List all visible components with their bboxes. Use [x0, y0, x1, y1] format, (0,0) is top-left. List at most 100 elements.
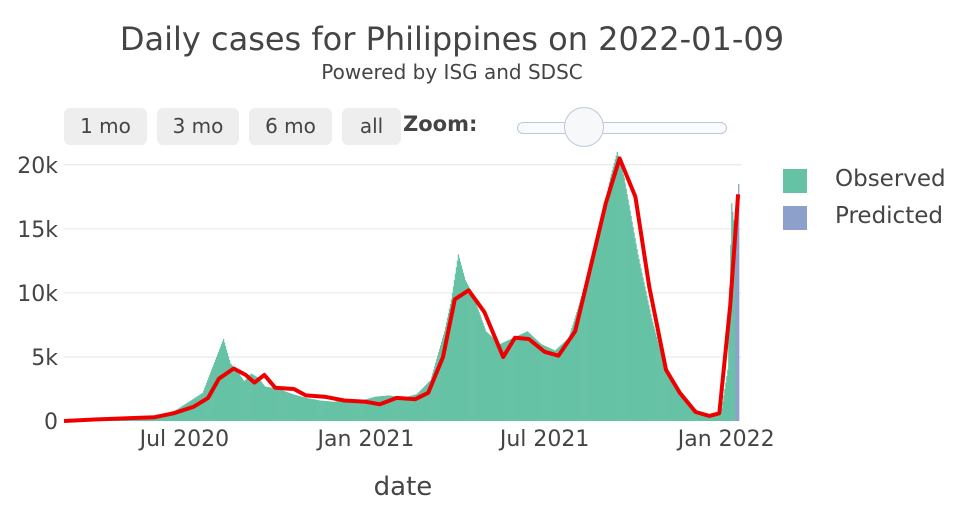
range-button-1mo[interactable]: 1 mo: [64, 108, 147, 145]
observed-bar: [344, 399, 346, 421]
observed-bar: [566, 339, 568, 421]
observed-bar: [228, 359, 231, 421]
observed-bar: [349, 399, 351, 421]
observed-bar: [257, 377, 259, 421]
observed-bar: [293, 394, 296, 421]
observed-bar: [352, 399, 354, 421]
observed-bar: [478, 312, 480, 421]
observed-bar: [399, 397, 401, 421]
observed-bar: [412, 395, 414, 421]
observed-bar: [547, 347, 549, 421]
observed-bar: [706, 415, 708, 421]
observed-bar: [214, 362, 216, 421]
observed-bar: [308, 398, 311, 421]
observed-bar: [442, 334, 445, 421]
observed-bar: [207, 380, 209, 421]
observed-bar: [515, 336, 517, 421]
observed-bar: [617, 155, 619, 422]
x-tick-label: Jan 2021: [316, 427, 415, 452]
observed-bar: [184, 404, 186, 421]
observed-bar: [451, 292, 454, 421]
observed-bar: [238, 373, 240, 421]
observed-bar: [474, 301, 476, 421]
observed-bar: [726, 376, 728, 421]
range-button-all[interactable]: all: [342, 108, 401, 145]
observed-bar: [292, 394, 295, 421]
zoom-slider-handle[interactable]: [564, 107, 604, 147]
observed-bar: [396, 396, 398, 421]
observed-bar: [626, 194, 628, 421]
predicted-bar: [735, 241, 737, 421]
observed-bar: [413, 394, 415, 421]
observed-bar: [513, 337, 515, 421]
observed-bar: [232, 366, 235, 421]
observed-bar: [348, 399, 350, 421]
observed-bar: [598, 227, 601, 421]
observed-bar: [712, 415, 714, 421]
observed-bar: [534, 338, 537, 421]
observed-bar: [682, 399, 685, 421]
observed-bar: [541, 344, 543, 421]
observed-bar: [668, 377, 671, 421]
observed-bar: [458, 258, 461, 421]
observed-bar: [479, 314, 481, 421]
observed-bar: [188, 401, 190, 421]
observed-bar: [182, 405, 184, 421]
observed-bar: [584, 285, 586, 421]
observed-bar: [633, 232, 635, 421]
observed-bar: [322, 400, 324, 421]
observed-bar: [576, 312, 578, 421]
observed-bar: [438, 352, 440, 421]
observed-bar: [492, 337, 494, 421]
observed-bar: [280, 389, 282, 421]
observed-bar: [615, 155, 617, 422]
legend-swatch-observed: [783, 169, 807, 193]
observed-bar: [221, 341, 224, 421]
observed-bar: [590, 263, 592, 421]
observed-bar: [558, 346, 560, 421]
observed-bar: [214, 359, 217, 421]
observed-bar: [237, 372, 239, 421]
observed-bar: [408, 396, 410, 421]
observed-bar: [414, 394, 416, 421]
observed-bar: [290, 393, 293, 421]
observed-bar: [603, 205, 606, 421]
observed-bar: [661, 355, 663, 421]
observed-bar: [260, 381, 262, 421]
observed-bar: [314, 399, 316, 421]
observed-bar: [655, 333, 657, 421]
range-button-3mo[interactable]: 3 mo: [157, 108, 239, 145]
observed-bar: [440, 341, 443, 421]
observed-bar: [549, 348, 551, 421]
observed-bar: [185, 403, 187, 421]
observed-bar: [578, 305, 580, 421]
observed-bar: [301, 396, 304, 421]
observed-bar: [505, 341, 507, 421]
observed-bar: [512, 338, 514, 421]
predicted-bar: [738, 184, 740, 421]
observed-bar: [641, 272, 643, 421]
observed-bar: [240, 376, 242, 421]
observed-bar: [495, 340, 497, 421]
observed-bar: [459, 261, 462, 421]
observed-bar: [339, 400, 341, 421]
observed-bar: [433, 369, 435, 421]
observed-bar: [676, 391, 679, 421]
observed-bar: [328, 401, 330, 421]
observed-bar: [599, 223, 602, 421]
observed-bar: [634, 238, 636, 421]
observed-bar: [233, 367, 236, 421]
x-tick-label: Jan 2022: [676, 427, 775, 452]
y-tick-label: 15k: [17, 218, 58, 243]
observed-bar: [569, 334, 571, 421]
observed-bar: [170, 411, 172, 421]
range-button-6mo[interactable]: 6 mo: [249, 108, 332, 145]
observed-bar: [601, 214, 604, 421]
observed-bar: [321, 400, 323, 421]
observed-bar: [230, 364, 233, 421]
observed-bar: [212, 367, 214, 421]
y-tick-label: 10k: [17, 282, 58, 307]
observed-bar: [711, 415, 713, 421]
observed-bar: [586, 278, 588, 421]
observed-bar: [672, 384, 675, 421]
